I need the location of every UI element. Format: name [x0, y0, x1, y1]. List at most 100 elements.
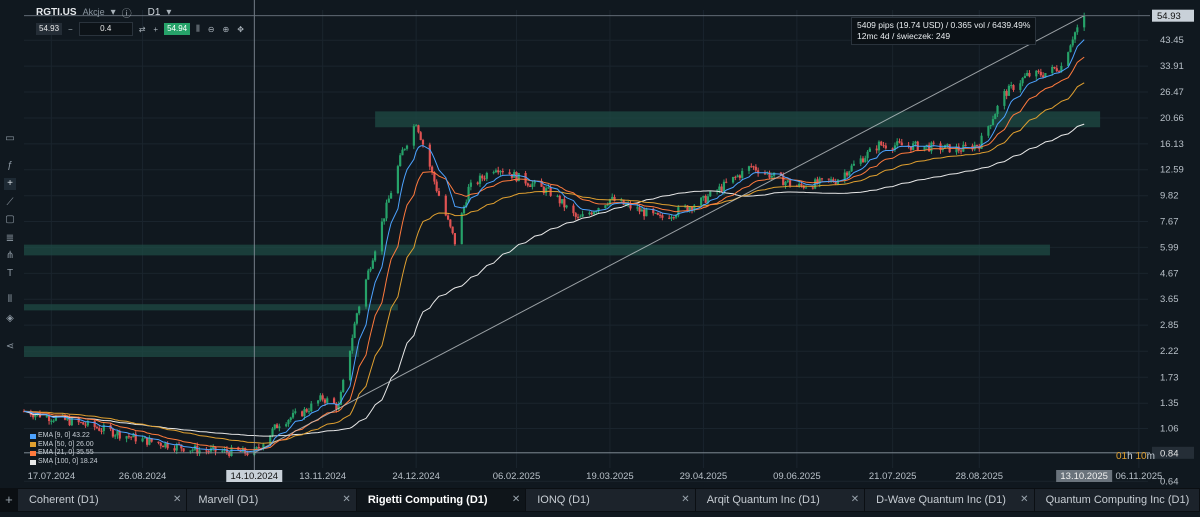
candle-body [722, 181, 726, 192]
chevron-down-icon[interactable]: ▾ [110, 6, 116, 18]
candle-body [704, 195, 707, 203]
close-icon[interactable]: ✕ [172, 494, 182, 505]
candle-body [898, 141, 901, 143]
tab-marvell[interactable]: Marvell (D1) ✕ [187, 489, 357, 511]
candle-body [289, 417, 292, 421]
candle-body [565, 205, 568, 208]
candle-body [369, 268, 372, 271]
square-icon[interactable]: ▭ [5, 133, 15, 144]
candle-body [421, 140, 425, 145]
close-icon[interactable]: ✕ [681, 494, 690, 505]
add-tab-button[interactable]: + [5, 492, 13, 507]
candle-body [307, 411, 311, 413]
candle-body [196, 445, 199, 454]
info-icon[interactable]: ⓘ [121, 8, 132, 20]
tab-rigetti[interactable]: Rigetti Computing (D1) ✕ [356, 489, 527, 511]
crosshair-date-label: 14.10.2024 [230, 471, 278, 482]
candle-body [271, 428, 274, 436]
chevron-down-icon[interactable]: ▾ [166, 6, 172, 18]
candle-body [116, 430, 119, 436]
date-tick-label: 29.04.2025 [680, 471, 728, 482]
legend-item[interactable]: SMA [100, 0] 18.24 [30, 458, 98, 467]
candle-body [465, 202, 468, 207]
candle-body [700, 197, 703, 206]
legend-item[interactable]: EMA [50, 0] 26.00 [30, 441, 98, 450]
candle-body [818, 178, 821, 184]
candle-body [590, 212, 593, 215]
bars-icon[interactable]: ⦀ [7, 294, 13, 305]
candle-body [102, 425, 105, 432]
close-icon[interactable]: ✕ [850, 494, 860, 505]
candle-body [481, 175, 484, 179]
candle-body [574, 213, 577, 217]
candle-body [800, 183, 803, 186]
candle-body [68, 418, 71, 426]
share-icon[interactable]: ⋖ [5, 341, 15, 352]
countdown-hours: 01 [1116, 451, 1128, 462]
candle-body [405, 145, 409, 149]
close-icon[interactable]: ✕ [342, 494, 351, 505]
tab-quantum-computing[interactable]: Quantum Computing Inc (D1) [1034, 489, 1200, 511]
candle-body [597, 208, 600, 212]
candle-body [1073, 32, 1077, 40]
timeframe-selector[interactable]: D1 [147, 6, 161, 18]
candle-body [476, 182, 479, 184]
candle-body [1021, 77, 1024, 84]
candle-body [638, 207, 641, 212]
candle-body [747, 166, 751, 171]
quantity-decrease-button[interactable]: − [68, 24, 73, 34]
candle-body [310, 403, 313, 412]
candle-body [709, 191, 712, 197]
price-tick-label: 9.82 [1160, 191, 1179, 202]
zoom-out-icon[interactable]: ⊖ [207, 24, 215, 34]
swap-icon[interactable]: ⇄ [138, 24, 146, 34]
candle-body [896, 141, 899, 146]
tab-coherent[interactable]: Coherent (D1) ✕ [17, 489, 188, 511]
candle-body [478, 175, 482, 184]
candle-body [782, 175, 785, 186]
candle-body [629, 203, 632, 209]
candle-body [417, 125, 420, 133]
move-icon[interactable]: ✥ [237, 24, 244, 34]
candle-body [741, 170, 744, 178]
rectangle-icon[interactable]: ▢ [5, 214, 15, 225]
tab-dwave[interactable]: D-Wave Quantum Inc (D1) ✕ [865, 489, 1035, 511]
symbol-header: RGTI.US Akcje ▾ ⓘ D1 ▾ [36, 4, 171, 20]
price-tick-label: 3.65 [1160, 294, 1179, 305]
symbol-name[interactable]: RGTI.US [36, 6, 77, 18]
close-icon[interactable]: ✕ [1020, 494, 1029, 505]
trendline-icon[interactable]: ⟋ [6, 197, 14, 208]
legend-item[interactable]: EMA [21, 0] 35.55 [30, 449, 98, 458]
quantity-increase-button[interactable]: + [153, 24, 159, 34]
market-depth-icon[interactable]: ⫼ [196, 24, 200, 33]
function-icon[interactable]: ƒ [7, 160, 13, 171]
candle-body [1055, 68, 1058, 72]
text-icon[interactable]: T [6, 268, 14, 279]
quantity-input[interactable]: 0.4 [78, 22, 133, 36]
close-icon[interactable]: ✕ [511, 494, 521, 505]
sell-price-button[interactable]: 54.93 [36, 23, 63, 35]
candle-body [996, 105, 999, 115]
candle-body [114, 435, 117, 437]
measure-tooltip: 5409 pips (19.74 USD) / 0.365 vol / 6439… [851, 17, 1037, 45]
buy-price-button[interactable]: 54.94 [164, 23, 191, 35]
chart-tabs: + Coherent (D1) ✕ Marvell (D1) ✕ Rigetti C… [0, 488, 1200, 512]
candle-body [576, 216, 580, 218]
candle-body [909, 146, 912, 150]
price-tick-label: 0.64 [1160, 476, 1179, 487]
candle-body [1060, 65, 1063, 72]
zoom-in-icon[interactable]: ⊕ [222, 24, 230, 34]
pitchfork-icon[interactable]: ⋔ [5, 250, 15, 261]
fibonacci-icon[interactable]: ≣ [5, 233, 15, 244]
legend-item[interactable]: EMA [9, 0] 43.22 [30, 432, 98, 441]
tab-ionq[interactable]: IONQ (D1) ✕ [526, 489, 696, 511]
candle-body [832, 179, 835, 182]
layers-icon[interactable]: ◈ [6, 313, 14, 324]
candle-body [82, 422, 85, 425]
crosshair-icon[interactable]: + [4, 178, 16, 190]
candle-body [303, 409, 306, 417]
candle-body [524, 172, 527, 184]
tab-arqit[interactable]: Arqit Quantum Inc (D1) ✕ [695, 489, 866, 511]
